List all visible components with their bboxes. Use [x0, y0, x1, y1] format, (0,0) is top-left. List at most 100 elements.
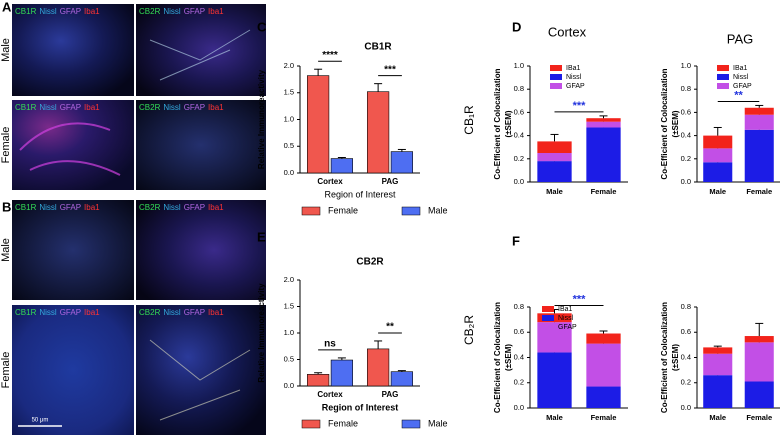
bar-segment	[537, 313, 572, 323]
y-tick-label: 1.0	[284, 114, 294, 123]
chart-title: CB1R	[364, 42, 392, 53]
bar-segment	[744, 342, 774, 382]
panel-letter: C	[257, 19, 267, 34]
chart-title: PAG	[727, 31, 754, 46]
y-tick-label: 0.8	[514, 84, 524, 93]
bar-segment	[537, 161, 572, 182]
y-tick-label: 0.2	[514, 378, 524, 387]
legend-label: Nissl	[566, 74, 582, 81]
y-axis-label: (±SEM)	[671, 110, 680, 137]
bar	[330, 359, 353, 387]
bar-segment	[586, 118, 621, 122]
x-tick-label: Female	[746, 413, 772, 422]
significance-label: ***	[573, 293, 587, 305]
row-label: Male	[0, 238, 12, 262]
channel-label: Nissl	[163, 203, 181, 212]
y-tick-label: 1.0	[284, 328, 294, 337]
channel-label: Nissl	[163, 7, 181, 16]
significance-label: ****	[322, 50, 338, 61]
y-tick-label: 0.5	[284, 141, 294, 150]
y-axis-label: Co-Efficient of Colocalization	[493, 302, 502, 413]
channel-label: GFAP	[60, 7, 81, 16]
legend-label: Nissl	[733, 74, 749, 81]
y-tick-label: 0.0	[284, 168, 294, 177]
x-tick-label: PAG	[382, 390, 399, 399]
channel-label: GFAP	[184, 103, 205, 112]
channel-label: GFAP	[184, 7, 205, 16]
bar-segment	[586, 127, 621, 182]
y-axis-label: (±SEM)	[504, 110, 513, 137]
micrograph	[136, 4, 266, 96]
fiber	[149, 29, 251, 81]
legend-label: Female	[328, 205, 358, 215]
channel-label: Iba1	[84, 7, 100, 16]
micrograph	[136, 200, 266, 300]
legend-label: IBa1	[558, 306, 573, 313]
micrograph	[12, 100, 134, 190]
y-tick-label: 0.5	[284, 354, 294, 363]
scale-bar-label: 50 μm	[32, 418, 49, 424]
bar	[390, 371, 413, 387]
channel-label: Iba1	[208, 203, 224, 212]
significance-label: ns	[324, 339, 336, 350]
micrograph	[136, 305, 266, 435]
panel-letter: B	[2, 199, 11, 214]
y-tick-label: 1.5	[284, 88, 294, 97]
legend-label: IBa1	[566, 65, 581, 72]
x-tick-label: Female	[591, 413, 617, 422]
x-tick-label: Cortex	[317, 390, 343, 399]
legend-swatch	[542, 315, 554, 321]
panel-letter: D	[512, 19, 521, 34]
bar-segment	[703, 375, 733, 408]
channel-label: Nissl	[163, 308, 181, 317]
legend-swatch	[717, 65, 729, 71]
channel-label: GFAP	[184, 203, 205, 212]
bar-segment	[744, 107, 774, 115]
x-tick-label: Male	[709, 187, 726, 196]
y-tick-label: 0.8	[681, 302, 691, 311]
legend-label: GFAP	[733, 83, 752, 90]
x-tick-label: Male	[546, 187, 563, 196]
y-tick-label: 0.6	[681, 107, 691, 116]
panel-letter: A	[2, 0, 12, 14]
bar-segment	[537, 352, 572, 408]
channel-label: Iba1	[208, 308, 224, 317]
bar-segment	[586, 343, 621, 387]
bar-segment	[744, 114, 774, 130]
legend-swatch	[542, 324, 554, 330]
channel-label: CB1R	[15, 308, 37, 317]
channel-label: Nissl	[39, 203, 57, 212]
legend-label: IBa1	[733, 65, 748, 72]
row-label: Female	[0, 352, 12, 389]
legend-label: Female	[328, 418, 358, 428]
panel-letter: F	[512, 233, 520, 248]
legend-label: Male	[428, 205, 448, 215]
legend-label: GFAP	[566, 83, 585, 90]
panel-letter: E	[257, 229, 266, 244]
y-tick-label: 0.0	[514, 177, 524, 186]
channel-label: Iba1	[208, 103, 224, 112]
x-tick-label: PAG	[382, 177, 399, 186]
y-tick-label: 0.0	[514, 403, 524, 412]
y-tick-label: 0.6	[514, 107, 524, 116]
x-tick-label: Cortex	[317, 177, 343, 186]
legend-label: GFAP	[558, 324, 577, 331]
x-tick-label: Female	[591, 187, 617, 196]
row-label: CB₁R	[462, 105, 476, 135]
y-tick-label: 0.4	[681, 352, 691, 361]
significance-label: **	[386, 322, 394, 333]
legend-swatch	[301, 419, 321, 429]
legend-swatch	[542, 306, 554, 312]
bar-segment	[537, 141, 572, 153]
channel-label: CB1R	[15, 7, 37, 16]
y-tick-label: 0.6	[514, 327, 524, 336]
channel-label: Iba1	[84, 103, 100, 112]
legend-swatch	[550, 83, 562, 89]
x-tick-label: Male	[709, 413, 726, 422]
fiber	[149, 339, 251, 421]
y-tick-label: 0.0	[681, 177, 691, 186]
bar-segment	[744, 336, 774, 343]
bar	[307, 75, 330, 174]
y-tick-label: 0.8	[681, 84, 691, 93]
legend-swatch	[717, 74, 729, 80]
